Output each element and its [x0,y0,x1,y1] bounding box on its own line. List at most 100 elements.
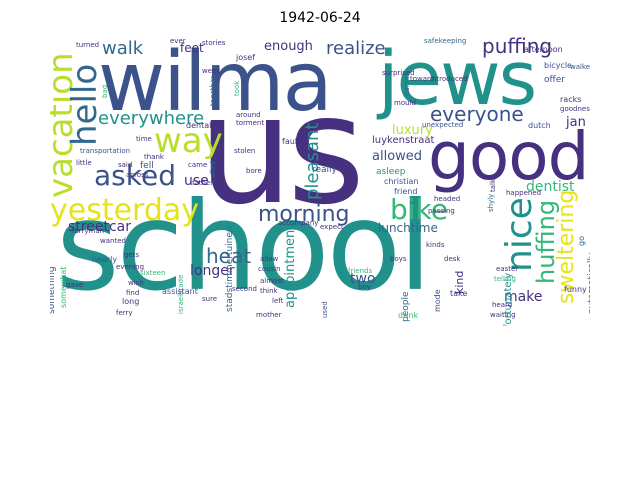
word-left: left [272,297,284,305]
word-transportation: transportation [80,147,131,155]
word-ever: ever [170,37,186,45]
word-appointment: appointment [283,224,298,308]
word-racks: racks [560,95,582,104]
word-mode: mode [433,289,442,312]
word-came: came [188,161,208,169]
word-hello: hello [65,63,105,146]
word-ferryman: ferryman [72,227,105,235]
word-way: way [154,121,223,161]
word-bore: bore [246,167,262,175]
word-gave: gave [66,281,84,289]
word-stadstimmertuinen: stadstimmertuinen [225,226,235,312]
word-really: really [312,165,337,175]
word-little: little [76,159,92,167]
word-easter: easter [496,265,519,273]
word-friend: friend [394,187,418,196]
word-talks: talks [489,175,497,192]
word-streetcar: streetcar [68,219,131,235]
word-good: good [428,118,590,195]
word-christian: christian [384,177,419,186]
word-drink: drink [398,311,419,320]
word-mould: mould [394,99,416,107]
word-dental: dental [186,121,212,130]
word-around: around [236,111,261,119]
word-offer: offer [544,75,565,85]
word-evening: evening [116,263,145,271]
word-funny: funny [564,285,587,294]
word-longer: longer [190,263,235,279]
word-everyone: everyone [430,102,524,126]
word-dutch: dutch [528,121,551,130]
word-sixteen: sixteen [140,269,166,277]
word-used: used [321,301,329,318]
word-lunchtime: lunchtime [378,221,438,235]
word-yesterday: yesterday [50,193,200,228]
word-second: second [232,285,257,293]
word-allowed: allowed [372,149,423,164]
word-stories: stories [202,39,226,47]
word-shyly: shyly [487,193,495,212]
word-telling: telling [494,275,516,283]
word-wish: wish [128,279,144,287]
word-think: think [260,287,278,295]
word-safekeeping: safekeeping [424,37,467,45]
word-bicycle: bicycle [544,61,572,70]
word-school: school [56,176,432,318]
word-long: long [122,297,140,306]
word-ferry: ferry [116,309,133,317]
word-father: father [192,179,214,187]
word-almost: almost [260,277,284,285]
word-week: week [202,67,221,75]
word-cloud: school us wilma jews good yesterday morn… [50,36,590,326]
word-go: go [577,236,586,246]
word-boys: boys [390,255,407,263]
word-fault: fault [282,137,301,146]
word-jews: jews [378,36,537,122]
word-together: together [209,75,217,106]
word-toward: toward [410,75,435,83]
word-passing: passing [428,207,455,215]
word-cousin: cousin [258,265,281,273]
word-bike: bike [390,193,448,226]
word-unexpected: unexpected [422,121,464,129]
word-wilma: wilma [98,36,333,130]
word-surprised: surprised [382,69,415,77]
word-two: two [350,271,376,287]
word-across: across [126,171,149,179]
word-expect: expect [320,223,344,231]
word-bad: bad [101,84,109,98]
word-josef: josef [236,53,256,62]
word-sure: sure [202,295,218,303]
word-said: said [118,161,133,169]
word-take: take [450,289,468,298]
word-luxury: luxury [392,123,433,138]
word-enough: enough [264,39,313,54]
word-jan: jan [566,115,586,130]
word-kinds: kinds [426,241,445,249]
word-time: time [136,135,152,143]
word-torment: torment [236,119,265,127]
word-afternoon: afternoon [524,45,563,54]
word-asleep: asleep [376,167,406,177]
word-mother: mother [256,311,282,319]
word-headed: headed [434,195,461,203]
word-accompany: accompany [278,219,319,227]
word-friends: friends [348,267,373,275]
word-something: something [50,266,57,314]
word-pleasant: pleasant [302,122,323,200]
word-us: us [198,64,365,238]
word-asked: asked [94,159,176,192]
word-find: find [126,289,140,297]
word-everywhere: everywhere [98,108,205,129]
word-heard: heard [492,301,513,309]
word-introduced: introduced [430,75,468,83]
word-dentist: dentist [526,179,575,195]
word-nearly: nearly [92,255,118,264]
word-took: took [233,80,241,96]
word-thank: thank [144,153,164,161]
chart-title: 1942-06-24 [279,10,361,26]
word-gets: gets [124,251,140,259]
word-happened: happened [506,189,542,197]
word-use: use [184,173,209,189]
word-desk: desk [444,255,461,263]
